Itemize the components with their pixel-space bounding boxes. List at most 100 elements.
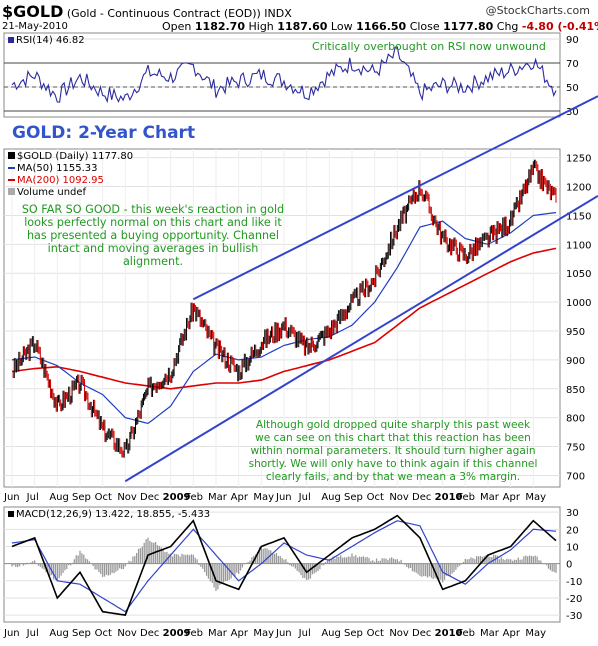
macd-line xyxy=(11,514,557,616)
open-value: 1182.70 xyxy=(194,20,245,33)
legend-volume: Volume undef xyxy=(8,187,133,199)
ticker-symbol: $GOLD xyxy=(2,2,64,21)
annotation-bottom-line: we can see on this chart that this react… xyxy=(255,432,531,444)
quote-line: Open 1182.70 High 1187.60 Low 1166.50 Cl… xyxy=(162,20,598,33)
price-tick-label: 1050 xyxy=(566,269,591,280)
rsi-tick-label: 70 xyxy=(566,59,579,70)
annotation-top-line: SO FAR SO GOOD - this week's reaction in… xyxy=(21,203,285,216)
macd-tick-label: -20 xyxy=(566,594,582,605)
price-tick-label: 1200 xyxy=(566,183,591,194)
macd-tick-label: -30 xyxy=(566,611,582,622)
x-tick-label: Jun xyxy=(275,492,292,503)
x-tick-label: 2009 xyxy=(163,628,191,639)
open-label: Open xyxy=(162,20,192,33)
price-tick-label: 1150 xyxy=(566,211,591,222)
channel-lower-line xyxy=(124,195,598,483)
price-tick-label: 800 xyxy=(566,414,585,425)
x-tick-label: Nov xyxy=(389,492,409,503)
legend-volume-text: Volume undef xyxy=(17,187,87,198)
macd-legend-swatch xyxy=(8,511,14,517)
x-tick-label: Mar xyxy=(208,492,228,503)
x-tick-label: 2010 xyxy=(435,492,463,503)
rsi-legend-swatch xyxy=(8,37,14,43)
rsi-tick-label: 30 xyxy=(566,107,579,118)
rsi-label-text: RSI(14) 46.82 xyxy=(16,35,85,46)
x-tick-label: May xyxy=(525,492,546,503)
annotation-top-line: has presented a buying opportunity. Chan… xyxy=(26,229,280,242)
x-tick-label: Mar xyxy=(208,628,228,639)
annotation-top-line: intact and moving averages in bullish xyxy=(47,242,259,255)
rsi-series xyxy=(11,46,557,104)
x-tick-label: Jul xyxy=(298,492,311,503)
macd-y-axis: -30 -20 -10 0 10 20 30 xyxy=(566,508,582,622)
stockcharts-brand: @StockCharts.com xyxy=(485,4,590,17)
x-tick-label: Nov xyxy=(389,628,409,639)
price-tick-label: 900 xyxy=(566,356,585,367)
legend-ma50-text: MA(50) 1155.33 xyxy=(17,163,98,174)
legend-ma200-swatch xyxy=(8,179,15,181)
annotation-top: SO FAR SO GOOD - this week's reaction in… xyxy=(12,203,294,268)
x-tick-label: Feb xyxy=(185,492,203,503)
legend-ma200: MA(200) 1092.95 xyxy=(8,175,133,187)
x-tick-label: Aug xyxy=(49,628,69,639)
legend-ma200-text: MA(200) 1092.95 xyxy=(17,175,104,186)
x-tick-label: Feb xyxy=(457,492,475,503)
x-tick-label: May xyxy=(253,628,274,639)
macd-tick-label: -10 xyxy=(566,577,582,588)
x-tick-label: Sep xyxy=(72,628,91,639)
macd-label: MACD(12,26,9) 13.422, 18.855, -5.433 xyxy=(8,509,210,520)
chg-label: Chg xyxy=(496,20,519,33)
ma50-line xyxy=(11,212,557,425)
x-tick-label: Sep xyxy=(72,492,91,503)
channel-upper-line xyxy=(192,95,598,301)
x-tick-label: Jun xyxy=(3,628,20,639)
price-tick-label: 850 xyxy=(566,385,585,396)
annotation-top-line: alignment. xyxy=(122,255,184,268)
x-tick-label: 2009 xyxy=(163,492,191,503)
x-tick-label: May xyxy=(525,628,546,639)
macd-signal-series xyxy=(11,520,557,613)
annotation-bottom-line: shortly. We will only have to think agai… xyxy=(248,458,538,470)
ma200-line xyxy=(11,247,557,390)
x-tick-label: Jun xyxy=(275,628,292,639)
x-tick-label: Jul xyxy=(298,628,311,639)
price-y-axis: 700 750 800 850 900 950 1000 1050 1100 1150 1200 12… xyxy=(566,154,591,483)
x-tick-label: Mar xyxy=(480,628,500,639)
ma50-series xyxy=(11,212,557,425)
legend-main: $GOLD (Daily) 1177.80 xyxy=(8,151,133,163)
macd-tick-label: 0 xyxy=(566,560,572,571)
rsi-tick-label: 90 xyxy=(566,35,579,46)
annotation-bottom-line: within normal parameters. It should turn… xyxy=(250,445,536,457)
chart-title: GOLD: 2-Year Chart xyxy=(12,123,196,143)
ma200-series xyxy=(11,247,557,390)
x-tick-label: Dec xyxy=(140,492,159,503)
macd-panel-frame xyxy=(3,506,561,623)
macd-tick-label: 10 xyxy=(566,542,579,553)
chart-header: $GOLD (Gold - Continuous Contract (EOD))… xyxy=(2,2,292,21)
x-tick-label: Sep xyxy=(344,628,363,639)
legend-ma50: MA(50) 1155.33 xyxy=(8,163,133,175)
high-value: 1187.60 xyxy=(277,20,328,33)
x-tick-label: Mar xyxy=(480,492,500,503)
ticker-index: INDX xyxy=(264,7,292,20)
price-tick-label: 950 xyxy=(566,327,585,338)
rsi-tick-label: 50 xyxy=(566,83,579,94)
x-tick-label: Oct xyxy=(95,492,112,503)
chg-value: -4.80 (-0.41%) xyxy=(521,20,598,33)
x-tick-label: Apr xyxy=(503,492,521,503)
x-tick-label: Apr xyxy=(231,628,249,639)
macd-tick-label: 20 xyxy=(566,525,579,536)
annotation-bottom-line: Although gold dropped quite sharply this… xyxy=(255,419,531,431)
close-value: 1177.80 xyxy=(443,20,494,33)
trend-channel xyxy=(124,95,598,483)
x-tick-label: Sep xyxy=(344,492,363,503)
x-tick-label: Dec xyxy=(412,492,431,503)
x-tick-label: Jul xyxy=(26,492,39,503)
price-bars xyxy=(12,159,557,458)
legend-volume-swatch xyxy=(8,188,15,195)
rsi-panel-frame xyxy=(3,32,561,118)
macd-tick-label: 30 xyxy=(566,508,579,519)
price-tick-label: 700 xyxy=(566,471,585,482)
